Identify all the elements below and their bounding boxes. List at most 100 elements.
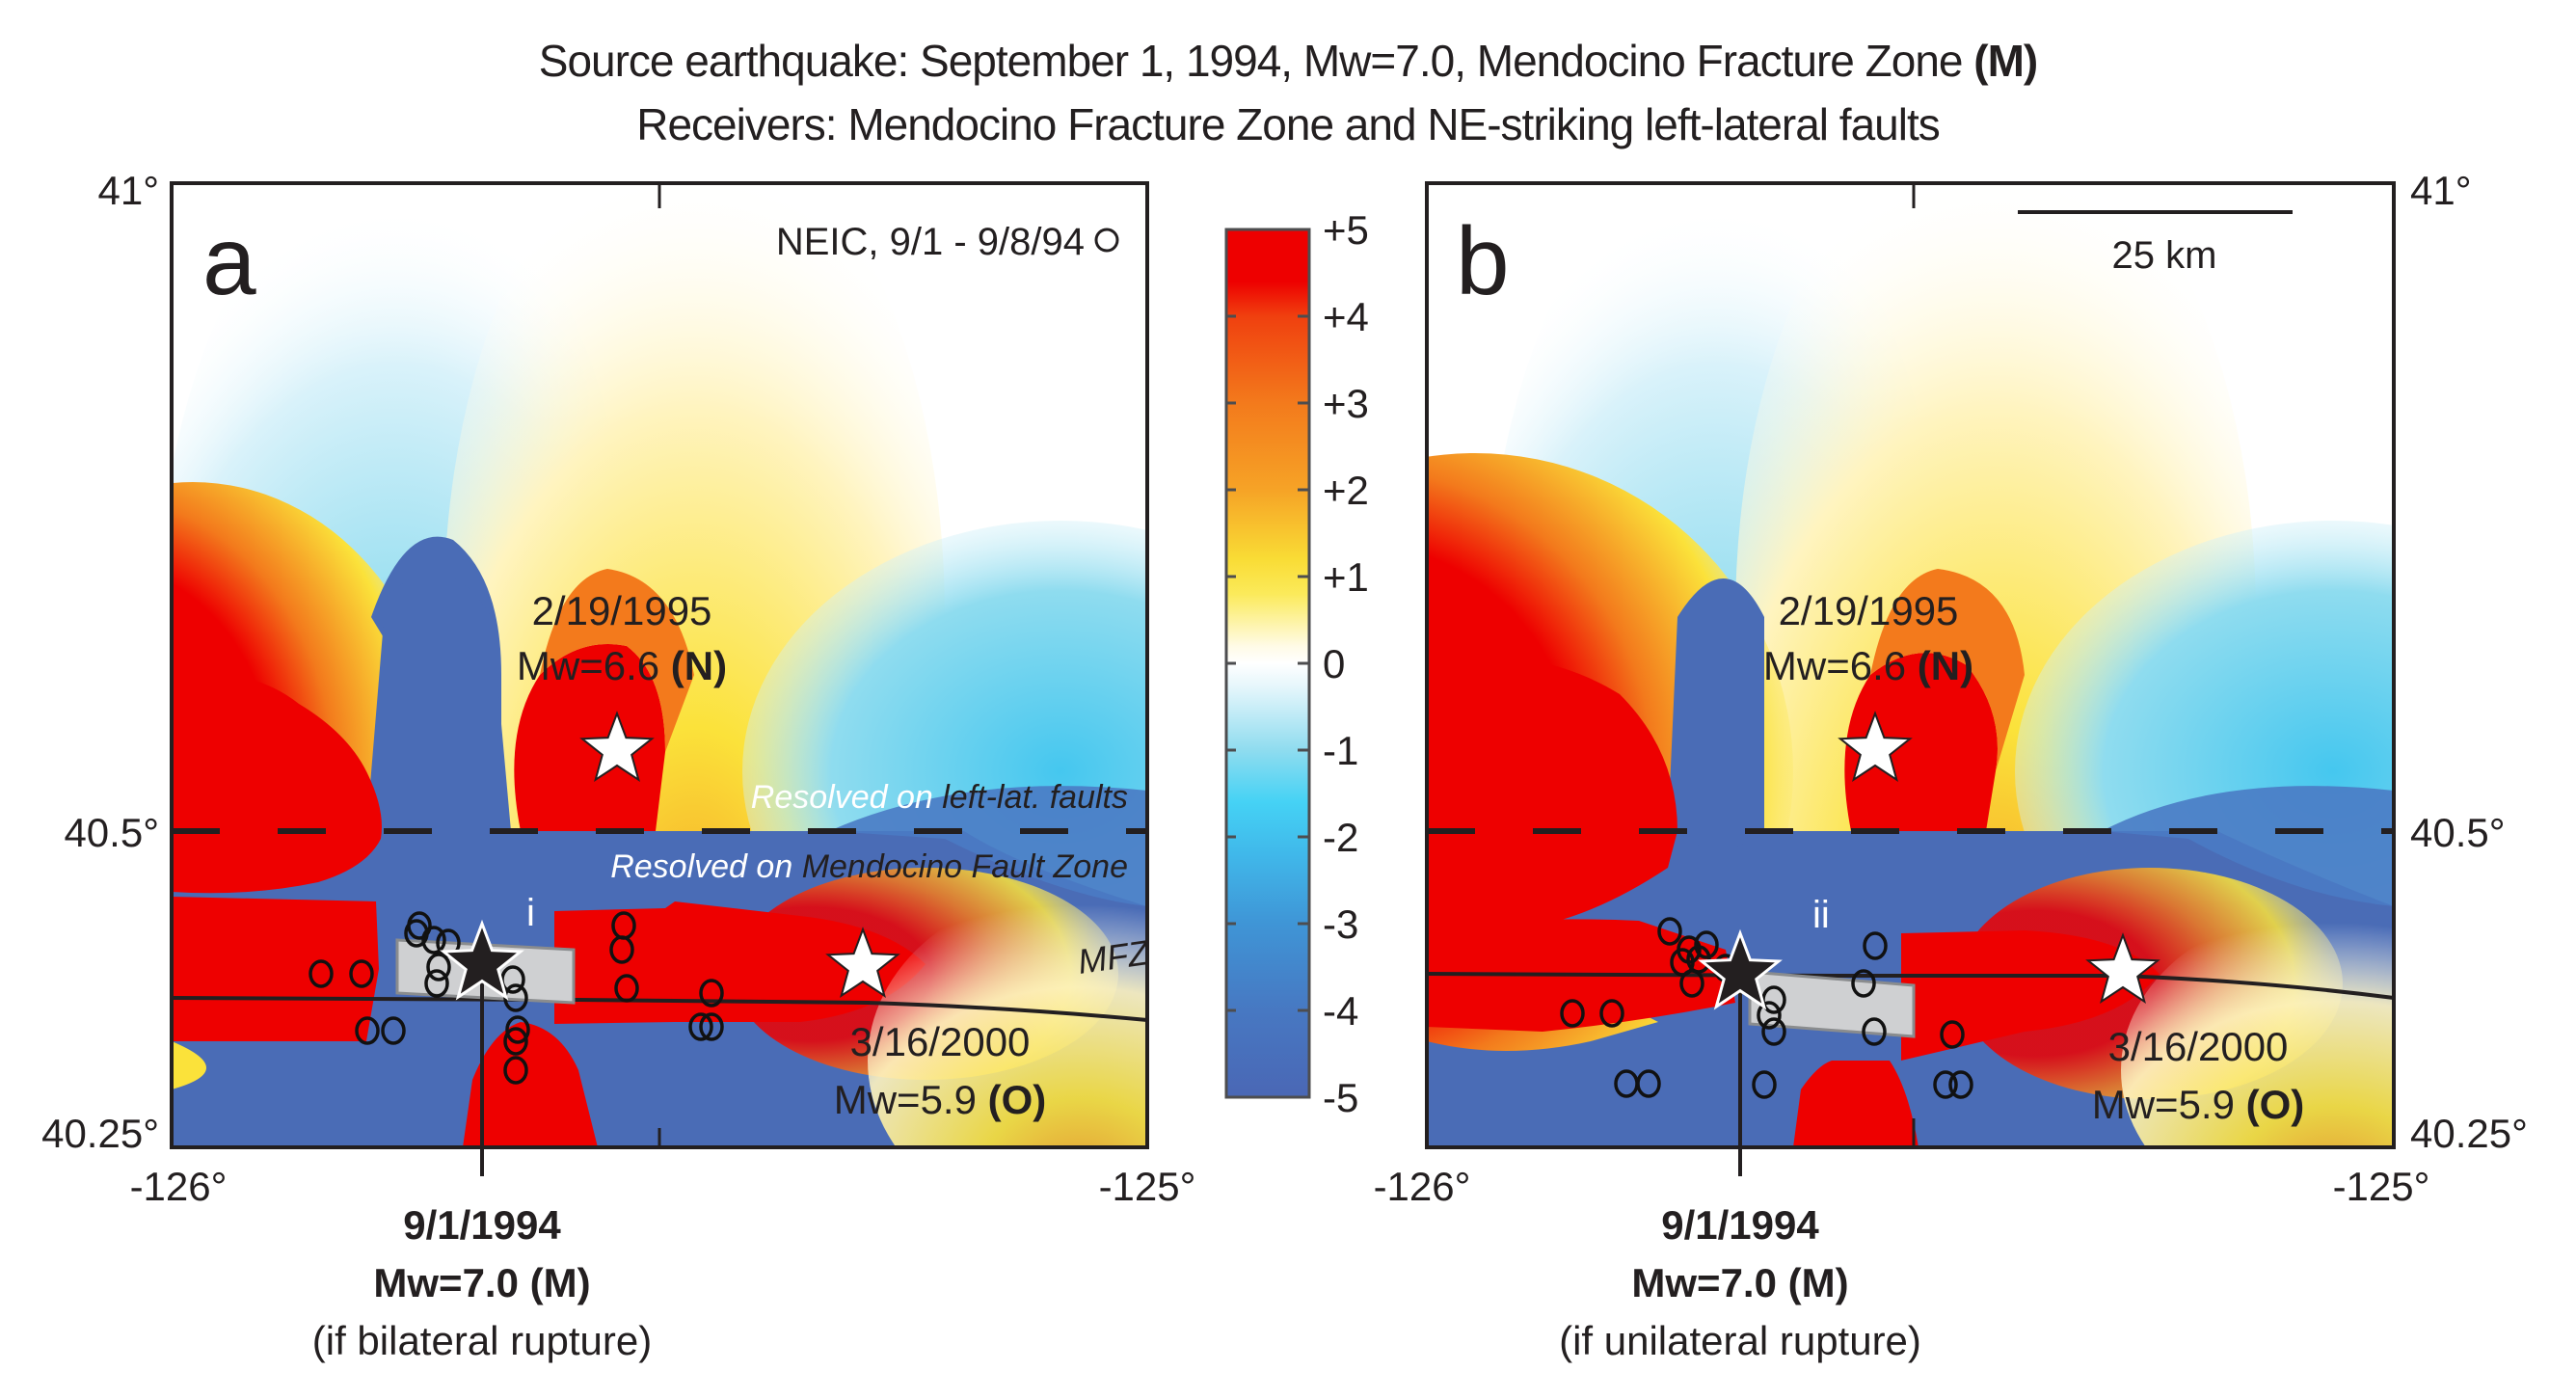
source-rupture-note: (if bilateral rupture): [312, 1318, 652, 1363]
colorbar-gradient: [1224, 228, 1311, 1099]
x-tick-126: -126°: [1374, 1164, 1471, 1209]
aftershock-marker: [349, 959, 374, 988]
aftershock-marker: [1761, 1017, 1786, 1046]
aftershock-legend-label: NEIC, 9/1 - 9/8/94: [776, 221, 1085, 263]
stress-region-strong-positive: [1427, 654, 1677, 930]
patch-label-ii: ii: [1812, 894, 1830, 936]
stress-region-positive: [172, 1041, 206, 1089]
event-o-code: (O): [2246, 1082, 2305, 1127]
aftershock-markers: [1560, 917, 1973, 1099]
aftershock-marker: [609, 935, 634, 964]
event-o-star-icon: [825, 927, 900, 998]
aftershock-marker: [1948, 1070, 1973, 1099]
stress-region-strong-positive: [172, 673, 382, 894]
aftershock-marker: [1670, 948, 1695, 977]
colorbar-tick-label: +1: [1323, 554, 1369, 600]
stress-region-strong-positive: [463, 1022, 598, 1147]
panel-a-letter: a: [202, 207, 256, 315]
y-tick-40-5: 40.5°: [64, 810, 159, 855]
panel-b-frame: [1425, 181, 2396, 1149]
title-bold: (M): [1973, 36, 2038, 86]
aftershock-marker: [1940, 1020, 1965, 1049]
mfz-fault-trace: [171, 996, 1148, 1022]
lower-resolved-label: Resolved on Mendocino Fault Zone: [610, 848, 1128, 885]
scale-bar-label: 25 km: [2112, 234, 2217, 277]
aftershock-markers: [309, 911, 724, 1085]
source-magnitude: Mw=7.0 (M): [1631, 1260, 1848, 1305]
source-magnitude: Mw=7.0 (M): [373, 1260, 590, 1305]
event-o-code: (O): [988, 1077, 1047, 1122]
aftershock-marker: [1599, 999, 1624, 1028]
title-text: Source earthquake: September 1, 1994, Mw…: [538, 36, 1974, 86]
aftershock-marker: [1933, 1070, 1958, 1099]
colorbar-tick-label: +5: [1323, 207, 1369, 253]
event-n-code: (N): [671, 643, 727, 688]
aftershock-marker: [1560, 999, 1585, 1028]
event-n-date: 2/19/1995: [1779, 588, 1959, 633]
aftershock-marker: [1636, 1069, 1661, 1098]
aftershock-marker: [1863, 931, 1888, 960]
source-rupture-note: (if unilateral rupture): [1559, 1318, 1921, 1363]
event-o-mag: Mw=5.9: [2092, 1082, 2246, 1127]
stress-region-negative: [2102, 786, 2394, 906]
stress-region-strong-positive: [1793, 1061, 1919, 1147]
aftershock-marker: [381, 1016, 406, 1045]
colorbar-tick-label: -3: [1323, 901, 1358, 947]
event-n-star-icon: [579, 711, 655, 782]
event-n-magnitude: Mw=6.6 (N): [1763, 643, 1973, 688]
colorbar-tick-label: +4: [1323, 294, 1369, 339]
stress-lobe-positive: [868, 887, 1147, 1147]
stress-region-negative: [829, 786, 1147, 906]
colorbar-tick-label: -2: [1323, 815, 1358, 860]
aftershock-marker: [424, 969, 449, 998]
stress-region-strong-negative: [366, 573, 511, 831]
source-date: 9/1/1994: [1661, 1202, 1819, 1248]
aftershock-marker: [503, 1056, 528, 1085]
stress-lobe-positive: [2121, 906, 2394, 1147]
stress-region-strong-negative: [1677, 831, 1764, 849]
aftershock-marker: [1851, 969, 1876, 998]
colorbar-tick-label: +3: [1323, 381, 1369, 426]
event-n-magnitude: Mw=6.6 (N): [517, 643, 727, 688]
event-n-star-icon: [1838, 711, 1913, 782]
upper-label-emph: left-lat. faults: [942, 779, 1128, 816]
y-tick-40-25: 40.25°: [41, 1111, 159, 1156]
aftershock-marker: [699, 1012, 724, 1041]
stress-region-positive: [540, 569, 694, 752]
aftershock-marker: [1752, 1070, 1777, 1099]
colorbar-tick-label: -1: [1323, 728, 1358, 773]
event-o-mag: Mw=5.9: [834, 1077, 988, 1122]
figure-title-line-1: Source earthquake: September 1, 1994, Mw…: [0, 35, 2576, 87]
source-star-icon: [440, 919, 524, 1001]
colorbar-ticks: +5 +4 +3 +2 +1 0 -1 -2 -3 -4 -5: [1226, 207, 1369, 1120]
event-o-star-icon: [2085, 932, 2160, 1004]
stress-region-strong-positive: [1844, 653, 1998, 831]
panel-a-stress-field: [172, 183, 1147, 1147]
y-tick-40-25: 40.25°: [2410, 1111, 2528, 1156]
figure-title-line-2: Receivers: Mendocino Fracture Zone and N…: [0, 98, 2576, 150]
aftershock-marker: [426, 953, 451, 981]
event-n-mag: Mw=6.6: [517, 643, 671, 688]
panel-b: 25 km b 2/19/1995 Mw=6.6 (N) ii 3/16/200…: [1374, 168, 2528, 1363]
event-o-magnitude: Mw=5.9 (O): [834, 1077, 1047, 1122]
colorbar-tick-label: +2: [1323, 468, 1369, 513]
x-tick-126: -126°: [130, 1164, 228, 1209]
patch-label-i: i: [526, 892, 535, 934]
lower-label-prefix: Resolved on: [610, 848, 801, 885]
stress-region-positive: [1870, 569, 2025, 771]
colorbar-tick-label: 0: [1323, 641, 1345, 686]
aftershock-marker: [421, 926, 446, 954]
lower-label-emph: Mendocino Fault Zone: [802, 848, 1128, 885]
upper-resolved-label: Resolved on left-lat. faults: [751, 779, 1128, 816]
aftershock-marker: [1694, 930, 1719, 959]
aftershock-marker: [404, 919, 429, 948]
y-tick-41: 41°: [97, 168, 159, 213]
aftershock-marker: [699, 979, 724, 1008]
colorbar: +5 +4 +3 +2 +1 0 -1 -2 -3 -4 -5: [1224, 207, 1369, 1120]
event-n-date: 2/19/1995: [532, 588, 712, 633]
stress-region-strong-positive: [172, 897, 379, 1041]
aftershock-marker: [355, 1016, 380, 1045]
y-tick-41: 41°: [2410, 168, 2472, 213]
y-tick-40-5: 40.5°: [2410, 810, 2506, 855]
